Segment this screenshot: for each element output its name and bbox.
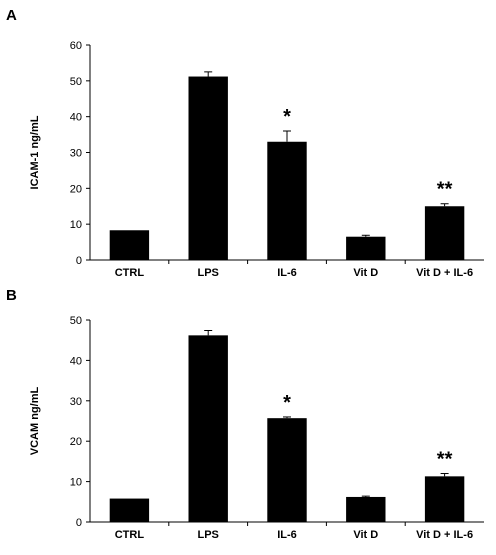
- panel-a-bar: [188, 76, 228, 261]
- panel-b-bar: [346, 496, 386, 522]
- panel-a-category-label: LPS: [197, 267, 218, 279]
- panel-b-category-label: Vit D: [353, 529, 378, 541]
- panel-b-y-tick-label: 50: [70, 315, 82, 327]
- panel-a-chart: A 0 10 20 30 40 50 60 ICAM-1 ng/mL CTRL LPS * IL-6 Vi…: [6, 7, 484, 279]
- panel-a-significance-label: *: [283, 106, 291, 128]
- panel-b-y-tick-label: 30: [70, 396, 82, 408]
- panel-a-y-tick-label: 10: [70, 219, 82, 231]
- panel-b-chart: B 0 10 20 30 40 50 VCAM ng/mL CTRL LPS * IL-6 Vit D *…: [6, 287, 484, 541]
- panel-a-bar: [109, 230, 150, 260]
- panel-a-bar: [267, 141, 307, 260]
- panel-a-category-label: IL-6: [277, 267, 297, 279]
- panel-b-bar: [267, 418, 307, 522]
- panel-b-y-tick-label: 10: [70, 477, 82, 489]
- panel-a-category-label: CTRL: [115, 267, 145, 279]
- panel-a-y-axis-label: ICAM-1 ng/mL: [29, 115, 41, 189]
- panel-a-y-tick-label: 0: [76, 255, 82, 267]
- panel-b-significance-label: **: [437, 449, 453, 471]
- panel-a-significance-label: **: [437, 179, 453, 201]
- panel-b-significance-label: *: [283, 392, 291, 414]
- panel-a-category-label: Vit D: [353, 267, 378, 279]
- panel-b-y-axis-label: VCAM ng/mL: [29, 387, 41, 456]
- panel-a-bar: [424, 206, 465, 260]
- panel-b-y-tick-label: 0: [76, 517, 82, 529]
- panel-b-category-label: Vit D + IL-6: [416, 529, 473, 541]
- panel-a-letter: A: [6, 7, 17, 24]
- panel-a-y-tick-label: 20: [70, 183, 82, 195]
- panel-b-y-tick-label: 20: [70, 436, 82, 448]
- panel-b-letter: B: [6, 287, 17, 304]
- panel-b-y-tick-label: 40: [70, 355, 82, 367]
- panel-a-y-tick-label: 30: [70, 148, 82, 160]
- panel-b-bar: [424, 476, 465, 522]
- panel-a-y-tick-label: 40: [70, 112, 82, 124]
- panel-a-bar: [346, 236, 386, 260]
- panel-b-category-label: CTRL: [115, 529, 145, 541]
- panel-b-bar: [188, 335, 228, 522]
- panel-a-category-label: Vit D + IL-6: [416, 267, 473, 279]
- panel-b-category-label: IL-6: [277, 529, 297, 541]
- panel-a-y-tick-label: 50: [70, 76, 82, 88]
- panel-a-y-tick-label: 60: [70, 40, 82, 52]
- panel-b-category-label: LPS: [197, 529, 218, 541]
- panel-b-bar: [109, 498, 150, 522]
